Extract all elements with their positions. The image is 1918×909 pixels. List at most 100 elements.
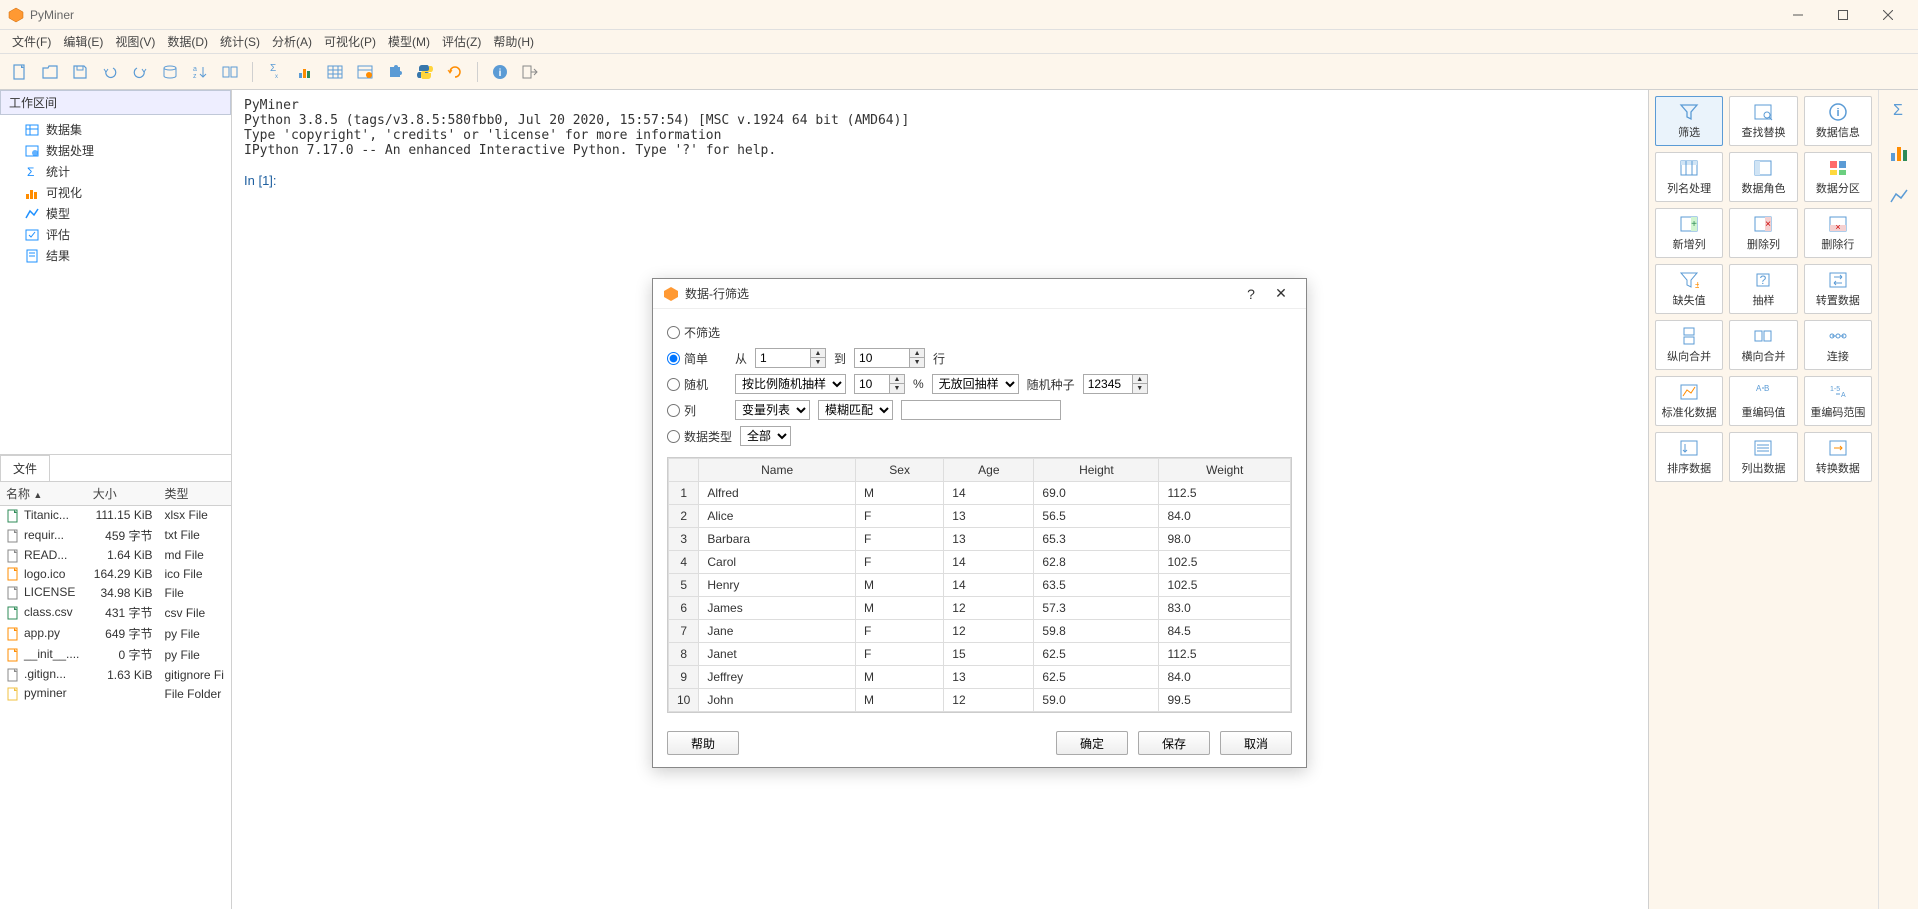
spin-up-icon[interactable]: ▲: [910, 349, 924, 358]
cancel-button[interactable]: 取消: [1220, 731, 1292, 755]
tool-delcol-button[interactable]: ×删除列: [1729, 208, 1797, 258]
tool-transpose-button[interactable]: 转置数据: [1804, 264, 1872, 314]
line-chart-icon[interactable]: [1889, 186, 1909, 209]
radio-dtype[interactable]: 数据类型: [667, 428, 732, 445]
file-row[interactable]: requir...459 字节txt File: [0, 525, 231, 546]
file-column-header[interactable]: 大小: [87, 482, 159, 506]
data-row[interactable]: 10JohnM1259.099.5: [669, 689, 1291, 712]
file-row[interactable]: pyminerFile Folder: [0, 684, 231, 703]
minimize-button[interactable]: [1775, 0, 1820, 30]
menu-item[interactable]: 分析(A): [266, 31, 318, 52]
dialog-help-icon[interactable]: ?: [1236, 280, 1266, 308]
close-button[interactable]: [1865, 0, 1910, 30]
data-row[interactable]: 2AliceF1356.584.0: [669, 505, 1291, 528]
tree-item[interactable]: Σ统计: [0, 161, 231, 182]
data-row[interactable]: 4CarolF1462.8102.5: [669, 551, 1291, 574]
data-column-header[interactable]: Sex: [855, 459, 943, 482]
tool-role-button[interactable]: 数据角色: [1729, 152, 1797, 202]
data-row[interactable]: 7JaneF1259.884.5: [669, 620, 1291, 643]
sort-az-icon[interactable]: az: [188, 60, 212, 84]
save-button[interactable]: 保存: [1138, 731, 1210, 755]
menu-item[interactable]: 文件(F): [6, 31, 57, 52]
file-row[interactable]: .gitign...1.63 KiBgitignore Fi: [0, 665, 231, 684]
tree-item[interactable]: 模型: [0, 203, 231, 224]
radio-none[interactable]: 不筛选: [667, 324, 727, 341]
from-input[interactable]: [756, 349, 810, 367]
random-method-select[interactable]: 按比例随机抽样: [735, 374, 846, 394]
data-column-header[interactable]: Weight: [1159, 459, 1291, 482]
refresh-icon[interactable]: [443, 60, 467, 84]
python-icon[interactable]: [413, 60, 437, 84]
undo-icon[interactable]: [98, 60, 122, 84]
data-row[interactable]: 9JeffreyM1362.584.0: [669, 666, 1291, 689]
file-column-header[interactable]: 类型: [159, 482, 232, 506]
tool-recode-button[interactable]: AB重编码值: [1729, 376, 1797, 426]
match-select[interactable]: 模糊匹配: [818, 400, 893, 420]
tool-addcol-button[interactable]: +新增列: [1655, 208, 1723, 258]
puzzle-icon[interactable]: [383, 60, 407, 84]
to-spinner[interactable]: ▲▼: [854, 348, 925, 368]
sigma-icon[interactable]: Σ: [1889, 100, 1909, 123]
file-row[interactable]: Titanic...111.15 KiBxlsx File: [0, 506, 231, 525]
table-icon[interactable]: [323, 60, 347, 84]
menu-item[interactable]: 数据(D): [161, 31, 214, 52]
filter-table-icon[interactable]: [353, 60, 377, 84]
ok-button[interactable]: 确定: [1056, 731, 1128, 755]
menu-item[interactable]: 模型(M): [382, 31, 436, 52]
tool-colname-button[interactable]: 列名处理: [1655, 152, 1723, 202]
tree-item[interactable]: 评估: [0, 224, 231, 245]
spin-down-icon[interactable]: ▼: [910, 358, 924, 367]
data-row[interactable]: 6JamesM1257.383.0: [669, 597, 1291, 620]
help-button[interactable]: 帮助: [667, 731, 739, 755]
tool-list-button[interactable]: 列出数据: [1729, 432, 1797, 482]
radio-random[interactable]: 随机: [667, 376, 727, 393]
menu-item[interactable]: 视图(V): [109, 31, 161, 52]
tool-vconcat-button[interactable]: 纵向合并: [1655, 320, 1723, 370]
tool-info-button[interactable]: i数据信息: [1804, 96, 1872, 146]
tool-recoderange-button[interactable]: 1-5A重编码范围: [1804, 376, 1872, 426]
spin-down-icon[interactable]: ▼: [1133, 384, 1147, 393]
tool-sample-button[interactable]: ?抽样: [1729, 264, 1797, 314]
files-tab[interactable]: 文件: [0, 455, 50, 481]
info-icon[interactable]: i: [488, 60, 512, 84]
data-column-header[interactable]: Age: [944, 459, 1034, 482]
menu-item[interactable]: 评估(Z): [436, 31, 487, 52]
seed-input[interactable]: [1084, 375, 1132, 393]
tree-item[interactable]: 结果: [0, 245, 231, 266]
to-input[interactable]: [855, 349, 909, 367]
data-column-header[interactable]: Height: [1034, 459, 1159, 482]
dtype-select[interactable]: 全部: [740, 426, 791, 446]
pct-input[interactable]: [855, 375, 889, 393]
maximize-button[interactable]: [1820, 0, 1865, 30]
spin-up-icon[interactable]: ▲: [890, 375, 904, 384]
file-row[interactable]: READ...1.64 KiBmd File: [0, 546, 231, 565]
bars-icon[interactable]: [1889, 143, 1909, 166]
data-row[interactable]: 3BarbaraF1365.398.0: [669, 528, 1291, 551]
menu-item[interactable]: 编辑(E): [57, 31, 109, 52]
tool-find-button[interactable]: 查找替换: [1729, 96, 1797, 146]
chart-icon[interactable]: [293, 60, 317, 84]
tool-hconcat-button[interactable]: 横向合并: [1729, 320, 1797, 370]
varlist-select[interactable]: 变量列表: [735, 400, 810, 420]
tool-transform-button[interactable]: 转换数据: [1804, 432, 1872, 482]
tool-missing-button[interactable]: ±缺失值: [1655, 264, 1723, 314]
radio-column[interactable]: 列: [667, 402, 727, 419]
match-text-input[interactable]: [901, 400, 1061, 420]
tree-item[interactable]: 数据处理: [0, 140, 231, 161]
tool-normalize-button[interactable]: 标准化数据: [1655, 376, 1723, 426]
spin-down-icon[interactable]: ▼: [890, 384, 904, 393]
data-column-header[interactable]: Name: [699, 459, 856, 482]
file-row[interactable]: LICENSE34.98 KiBFile: [0, 583, 231, 602]
tree-item[interactable]: 可视化: [0, 182, 231, 203]
new-file-icon[interactable]: [8, 60, 32, 84]
spin-up-icon[interactable]: ▲: [811, 349, 825, 358]
menu-item[interactable]: 可视化(P): [318, 31, 382, 52]
tool-filter-button[interactable]: 筛选: [1655, 96, 1723, 146]
file-row[interactable]: app.py649 字节py File: [0, 623, 231, 644]
data-row[interactable]: 8JanetF1562.5112.5: [669, 643, 1291, 666]
stats-icon[interactable]: Σx: [263, 60, 287, 84]
merge-icon[interactable]: [218, 60, 242, 84]
tool-partition-button[interactable]: 数据分区: [1804, 152, 1872, 202]
open-folder-icon[interactable]: [38, 60, 62, 84]
database-icon[interactable]: [158, 60, 182, 84]
